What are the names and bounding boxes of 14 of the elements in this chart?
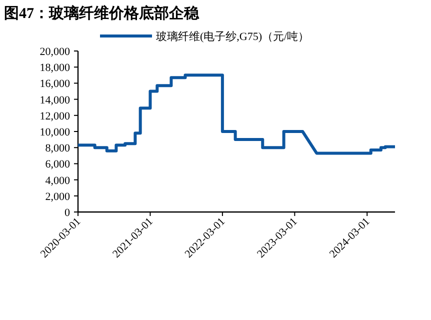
y-tick-label: 4,000 [45,174,70,187]
legend-label: 玻璃纤维(电子纱,G75)（元/吨） [156,30,310,43]
y-tick-label: 14,000 [40,94,70,106]
y-tick-label: 12,000 [40,110,70,122]
y-tick-label: 10,000 [40,126,70,138]
y-tick-label: 20,000 [40,46,70,58]
y-tick-label: 2,000 [45,190,70,203]
line-series [76,74,396,155]
y-tick-label: 18,000 [40,62,70,74]
y-tick-label: 8,000 [45,142,70,155]
chart-title: 图47：玻璃纤维价格底部企稳 [4,4,200,22]
y-tick-label: 6,000 [45,158,70,171]
y-tick-label: 16,000 [40,78,70,90]
y-tick-label: 0 [64,207,70,219]
